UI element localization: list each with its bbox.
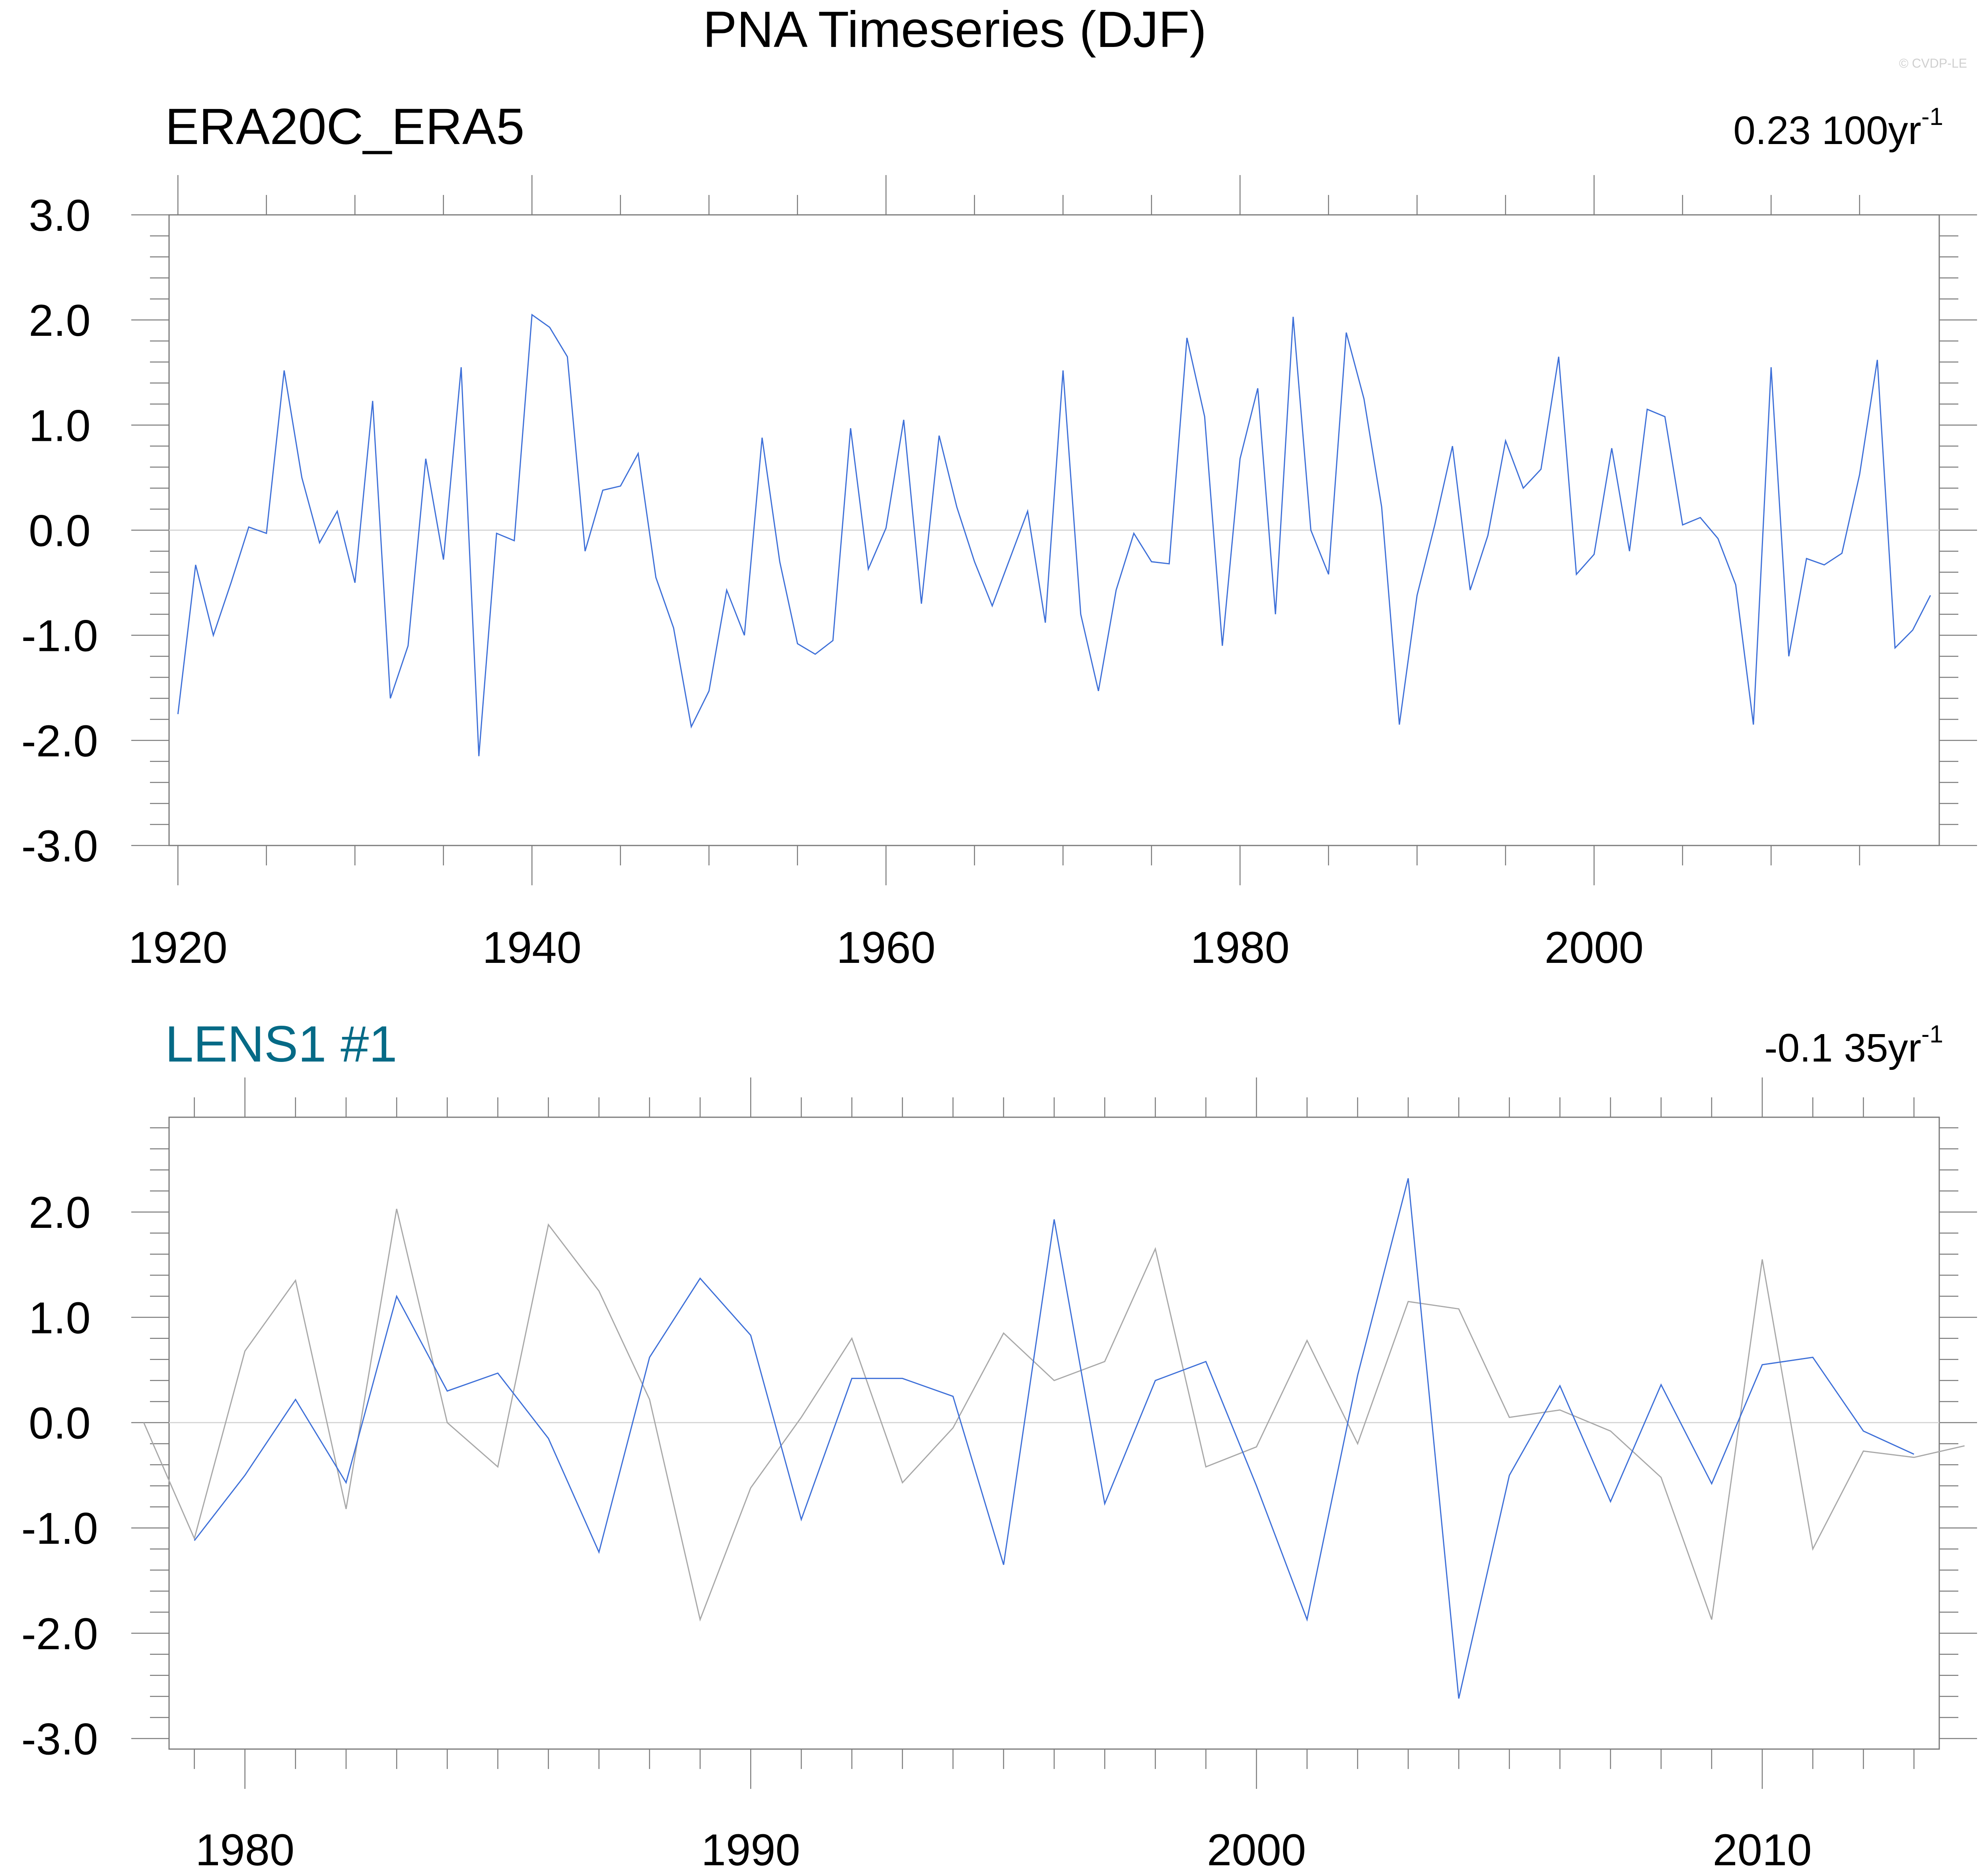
x-tick-label: 1990 — [701, 1825, 800, 1875]
y-tick-label: 0.0 — [29, 506, 91, 556]
x-tick-label: 1920 — [128, 923, 228, 972]
panel-title-era20c-era5: ERA20C_ERA5 — [165, 98, 525, 155]
y-tick-label: -1.0 — [21, 1504, 98, 1553]
y-tick-label: -2.0 — [21, 1609, 98, 1659]
figure-title: PNA Timeseries (DJF) — [703, 1, 1207, 58]
panel-title-lens1: LENS1 #1 — [165, 1016, 397, 1073]
trend-value: -0.1 35yr — [1764, 1026, 1921, 1070]
y-tick-label: -1.0 — [21, 611, 98, 661]
plot-area-lens1: 2.0 1.0 0.0 -1.0 -2.0 -3.0 1980 1990 2000 2010 — [21, 1077, 1977, 1875]
x-tick-label: 2000 — [1545, 923, 1644, 972]
x-tick-label: 1960 — [837, 923, 936, 972]
y-tick-label: -3.0 — [21, 1714, 98, 1764]
y-tick-label: -3.0 — [21, 821, 98, 871]
y-tick-label: -2.0 — [21, 716, 98, 766]
y-tick-label: 2.0 — [29, 1188, 91, 1237]
y-tick-label: 3.0 — [29, 191, 91, 240]
y-tick-label: 1.0 — [29, 1293, 91, 1343]
plot-area-era20c-era5: 3.0 2.0 1.0 0.0 -1.0 -2.0 -3.0 1920 1940 1960 1980… — [21, 175, 1977, 972]
x-tick-label: 2000 — [1207, 1825, 1306, 1875]
trend-label-era20c-era5: 0.23 100yr-1 — [1733, 103, 1943, 153]
x-tick-label: 2010 — [1713, 1825, 1812, 1875]
x-tick-label: 1980 — [195, 1825, 294, 1875]
x-tick-label: 1980 — [1191, 923, 1290, 972]
series-line-0 — [194, 1178, 1915, 1699]
series-line-1 — [143, 1208, 1965, 1622]
y-tick-label: 2.0 — [29, 296, 91, 345]
series-line-0 — [177, 314, 1931, 756]
plot-frame — [168, 1116, 1940, 1750]
panel-lens1: LENS1 #1 -0.1 35yr-1 2.0 1.0 0.0 -1.0 -2.0 -3… — [21, 1016, 1977, 1875]
trend-label-lens1: -0.1 35yr-1 — [1764, 1021, 1943, 1070]
watermark: © CVDP-LE — [1899, 56, 1967, 70]
panel-era20c-era5: ERA20C_ERA5 0.23 100yr-1 3.0 2.0 1.0 0.0 -1.… — [21, 98, 1977, 972]
trend-exponent: -1 — [1921, 1021, 1943, 1048]
y-tick-label: 1.0 — [29, 401, 91, 450]
x-tick-label: 1940 — [483, 923, 582, 972]
trend-exponent: -1 — [1921, 103, 1943, 131]
y-tick-label: 0.0 — [29, 1399, 91, 1448]
trend-value: 0.23 100yr — [1733, 108, 1921, 153]
